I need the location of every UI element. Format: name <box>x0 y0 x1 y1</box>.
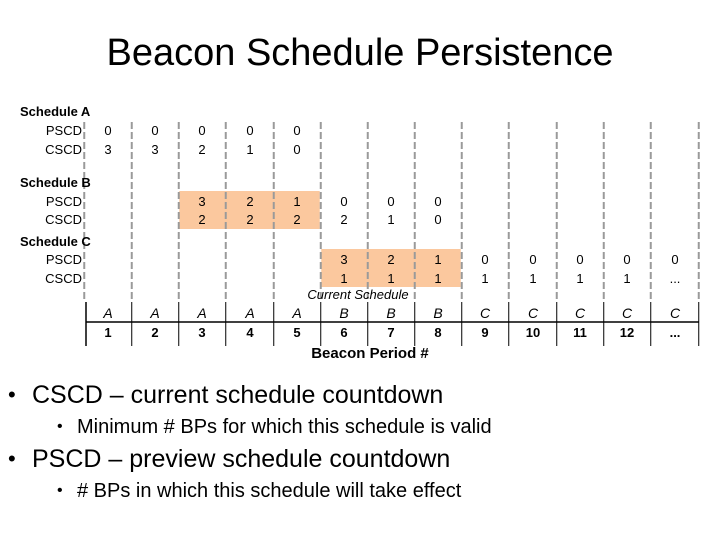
cell-value: 0 <box>387 194 394 209</box>
beacon-period-cell: ... <box>670 325 681 340</box>
current-schedule-cell: C <box>575 305 586 321</box>
current-schedule-cell: B <box>339 305 348 321</box>
cell-value: 3 <box>104 142 111 157</box>
cell-value: 2 <box>387 252 394 267</box>
bullet-dot: • <box>57 482 63 499</box>
current-schedule-cell: A <box>244 305 254 321</box>
cell-value: 0 <box>104 123 111 138</box>
beacon-period-cell: 12 <box>620 325 634 340</box>
cell-value: 1 <box>623 271 630 286</box>
beacon-period-cell: 3 <box>198 325 205 340</box>
beacon-period-cell: 4 <box>246 325 254 340</box>
cell-value: 2 <box>246 212 253 227</box>
beacon-period-cell: 11 <box>573 325 587 340</box>
highlight-box <box>321 249 461 287</box>
bullet-text: # BPs in which this schedule will take e… <box>77 480 462 502</box>
row-label: PSCD <box>46 252 82 267</box>
current-schedule-cell: A <box>291 305 301 321</box>
cell-value: 1 <box>246 142 253 157</box>
bullet-pscd: • PSCD – preview schedule countdown <box>8 444 451 474</box>
cell-value: 0 <box>293 142 300 157</box>
current-schedule-cell: B <box>386 305 395 321</box>
schedule-header: Schedule B <box>20 175 91 190</box>
highlight-box <box>179 191 320 229</box>
sub-bullet-cscd: • Minimum # BPs for which this schedule … <box>57 415 492 439</box>
row-label: PSCD <box>46 194 82 209</box>
schedule-header: Schedule A <box>20 104 91 119</box>
cell-value: 0 <box>671 252 678 267</box>
cell-value: 3 <box>151 142 158 157</box>
schedule-header: Schedule C <box>20 234 91 249</box>
cell-value: 0 <box>151 123 158 138</box>
cell-value: 2 <box>293 212 300 227</box>
cell-value: 0 <box>529 252 536 267</box>
current-schedule-cell: A <box>102 305 112 321</box>
cell-value: 1 <box>293 194 300 209</box>
current-schedule-cell: C <box>528 305 539 321</box>
cell-value: 2 <box>340 212 347 227</box>
cell-value: 0 <box>246 123 253 138</box>
cell-value: 3 <box>340 252 347 267</box>
beacon-period-cell: 2 <box>151 325 158 340</box>
current-schedule-cell: C <box>622 305 633 321</box>
beacon-schedule-figure: Schedule A PSCD CSCD Schedule B PSCD CSCD Sche… <box>20 104 700 362</box>
beacon-period-cell: 7 <box>387 325 394 340</box>
current-schedule-cell: A <box>149 305 159 321</box>
beacon-period-cell: 1 <box>104 325 111 340</box>
bullet-dot: • <box>8 382 16 407</box>
cell-value: 0 <box>434 194 441 209</box>
row-label: PSCD <box>46 123 82 138</box>
bullet-text: Minimum # BPs for which this schedule is… <box>77 416 492 438</box>
cell-value: 0 <box>434 212 441 227</box>
bullet-dot: • <box>57 418 63 435</box>
bullet-text: CSCD – current schedule countdown <box>32 381 444 409</box>
beacon-period-cell: 10 <box>526 325 540 340</box>
cell-value: 2 <box>198 212 205 227</box>
bullet-text: PSCD – preview schedule countdown <box>32 445 451 473</box>
bullet-dot: • <box>8 446 16 471</box>
cell-value: 1 <box>576 271 583 286</box>
cell-value: 0 <box>293 123 300 138</box>
slide-title: Beacon Schedule Persistence <box>106 32 614 74</box>
beacon-period-cell: 6 <box>340 325 347 340</box>
cell-value: 1 <box>481 271 488 286</box>
cell-value: 1 <box>387 271 394 286</box>
cell-value: 1 <box>434 252 441 267</box>
axis-label: Beacon Period # <box>311 345 429 362</box>
current-schedule-cell: C <box>480 305 491 321</box>
cell-value: 1 <box>434 271 441 286</box>
current-schedule-label: Current Schedule <box>307 287 408 302</box>
cell-value: 0 <box>481 252 488 267</box>
cell-value: 0 <box>623 252 630 267</box>
cell-value: 2 <box>198 142 205 157</box>
bullet-cscd: • CSCD – current schedule countdown <box>8 380 444 410</box>
cell-value: 0 <box>198 123 205 138</box>
cell-value: 2 <box>246 194 253 209</box>
sub-bullet-pscd: • # BPs in which this schedule will take… <box>57 479 462 503</box>
current-schedule-cell: A <box>196 305 206 321</box>
cell-value: 1 <box>340 271 347 286</box>
cell-value: 1 <box>387 212 394 227</box>
row-label: CSCD <box>45 271 82 286</box>
cell-value: 0 <box>340 194 347 209</box>
cell-value: ... <box>670 271 681 286</box>
current-schedule-cell: C <box>670 305 681 321</box>
beacon-period-cell: 8 <box>434 325 441 340</box>
beacon-period-cell: 5 <box>293 325 300 340</box>
cell-value: 0 <box>576 252 583 267</box>
row-label: CSCD <box>45 212 82 227</box>
cell-value: 3 <box>198 194 205 209</box>
cell-value: 1 <box>529 271 536 286</box>
beacon-period-cell: 9 <box>481 325 488 340</box>
current-schedule-cell: B <box>433 305 442 321</box>
row-label: CSCD <box>45 142 82 157</box>
